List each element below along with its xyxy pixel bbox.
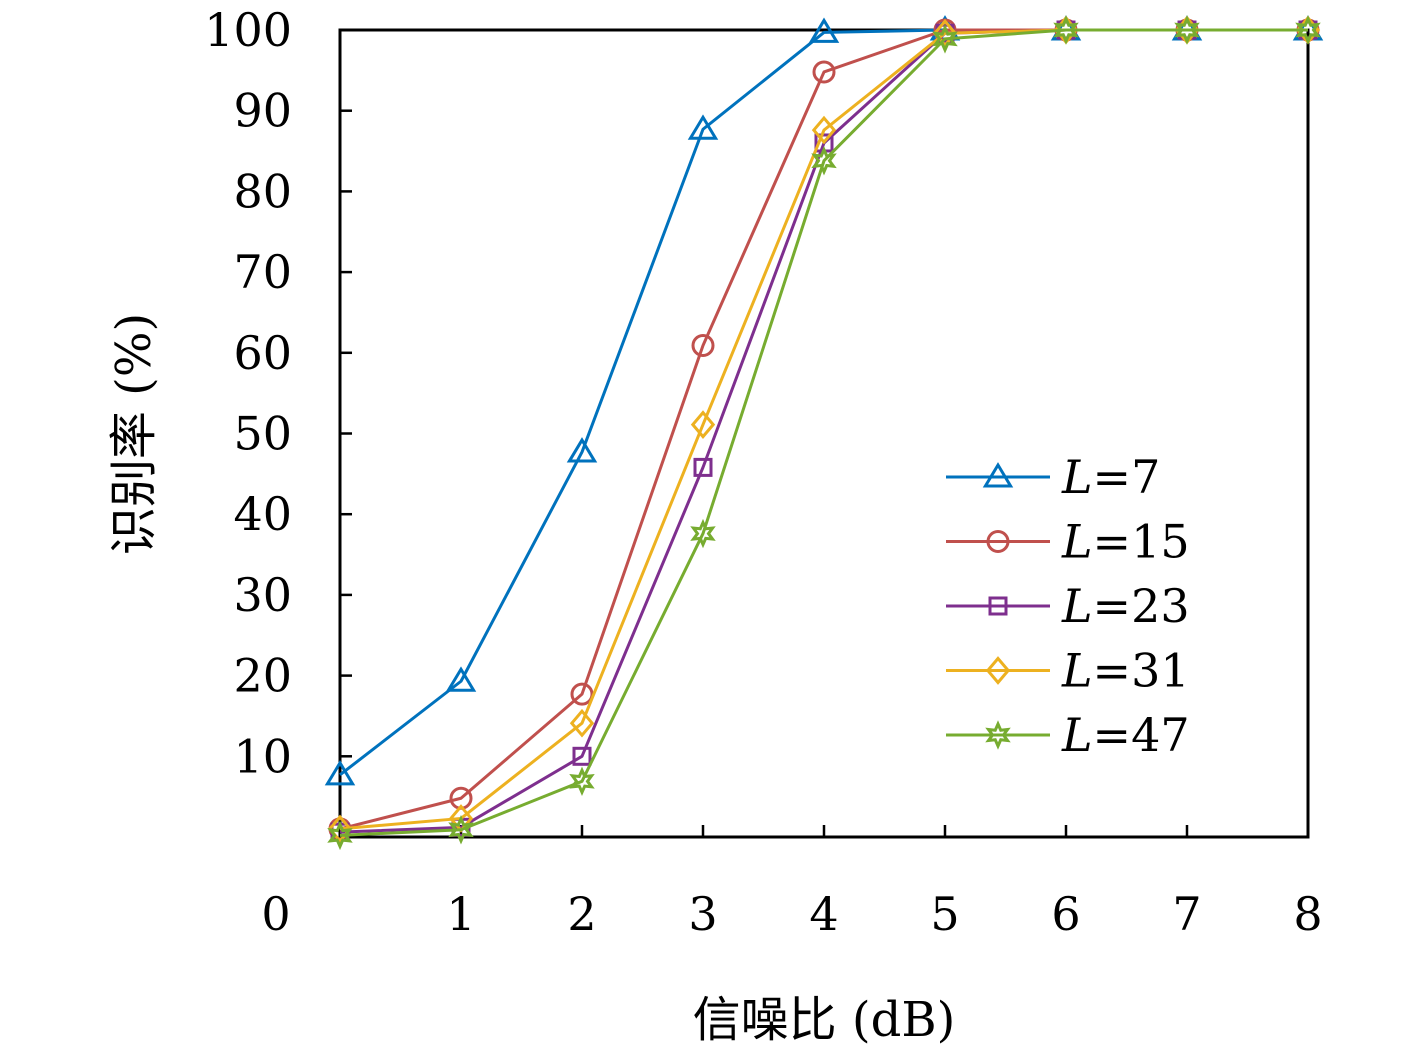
data-point [572,746,592,766]
series-line [339,28,1308,837]
legend-item: L=7 [946,450,1160,504]
data-point [324,759,356,786]
x-axis-title: 信噪比 (dB) [693,992,956,1048]
data-point [932,24,958,54]
legend-marker [988,596,1008,616]
series-star [327,15,1321,851]
data-point [566,437,598,463]
data-point [569,766,595,797]
legend-marker [985,656,1011,685]
data-point [687,114,719,140]
legend-label: L=47 [1061,708,1190,762]
x-tick-label: 5 [930,887,959,941]
data-point [691,334,715,358]
legend-item: L=31 [946,644,1190,698]
legend-item: L=23 [946,579,1190,633]
y-tick-label: 60 [233,326,292,380]
y-tick-label: 70 [233,245,292,299]
y-tick-label: 20 [233,649,292,703]
series-layer [324,15,1324,851]
legend-item: L=47 [946,708,1190,762]
x-tick-label: 4 [809,887,838,941]
data-point [570,682,594,706]
data-point [445,666,477,692]
legend-marker [986,530,1010,553]
legend-label: L=23 [1061,579,1190,633]
data-point [569,708,595,738]
x-origin-tick-label: 0 [261,887,290,941]
data-point [690,410,716,439]
y-tick-label: 30 [233,568,292,622]
x-tick-label: 8 [1293,887,1322,941]
data-point [448,815,474,845]
y-tick-label: 100 [204,3,292,57]
legend-marker [985,720,1011,750]
y-tick-label: 40 [233,487,292,541]
x-tick-label: 3 [688,887,717,941]
data-point [811,115,837,145]
legend: L=7 L=15 L=23 L=31 L=47 [946,450,1190,762]
legend-item: L=15 [946,515,1190,569]
x-tick-label: 2 [567,887,596,941]
legend-label: L=31 [1061,644,1190,698]
y-tick-label: 90 [233,84,292,138]
legend-label: L=7 [1061,450,1160,504]
data-point [327,814,353,844]
x-axis-ticks: 1 2 3 4 5 6 7 8 [446,825,1323,941]
data-point [808,17,840,43]
data-point [1295,15,1321,45]
data-point [690,518,716,549]
data-point [1174,15,1200,45]
data-point [693,457,713,477]
x-tick-label: 1 [446,887,475,941]
data-point [811,146,837,176]
data-point [932,18,958,48]
data-point [327,820,353,851]
legend-marker [982,462,1014,488]
data-point [812,60,836,84]
data-point [1053,15,1079,45]
y-axis-title: 识别率 (%) [106,313,162,555]
x-tick-label: 6 [1051,887,1080,941]
legend-label: L=15 [1061,515,1190,569]
y-tick-label: 80 [233,164,292,218]
y-tick-label: 10 [233,729,292,783]
y-axis-ticks: 10 20 30 40 50 60 70 80 90 100 [204,3,352,783]
x-tick-label: 7 [1172,887,1201,941]
y-tick-label: 50 [233,407,292,461]
